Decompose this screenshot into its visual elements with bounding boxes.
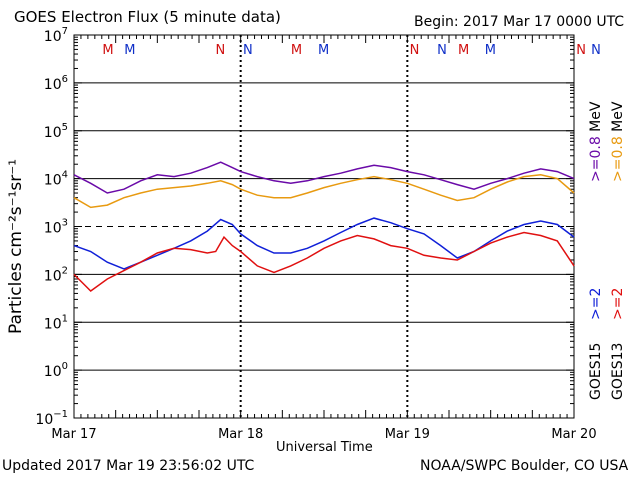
series-line-2 bbox=[73, 174, 575, 209]
midnight-marker: N bbox=[437, 43, 447, 58]
y-tick-label: 106 bbox=[44, 74, 68, 93]
y-tick-label: 104 bbox=[44, 170, 68, 189]
midnight-marker: N bbox=[410, 43, 420, 58]
series-line-3 bbox=[73, 217, 575, 270]
midnight-marker: M bbox=[318, 43, 329, 58]
series-line-1 bbox=[73, 161, 575, 194]
midnight-marker: M bbox=[124, 43, 135, 58]
midnight-marker: N bbox=[591, 43, 601, 58]
y-tick-label: 103 bbox=[44, 218, 68, 237]
credit-text: NOAA/SWPC Boulder, CO USA bbox=[420, 458, 629, 474]
y-tick-label: 101 bbox=[44, 313, 68, 332]
x-tick-label: Mar 18 bbox=[218, 427, 263, 442]
y-tick-label: 107 bbox=[44, 26, 68, 45]
chart-title: GOES Electron Flux (5 minute data) bbox=[14, 8, 281, 26]
series-line-4 bbox=[73, 231, 575, 292]
updated-timestamp: Updated 2017 Mar 19 23:56:02 UTC bbox=[2, 458, 255, 474]
right-label: >=2 bbox=[588, 288, 604, 320]
midnight-marker: M bbox=[291, 43, 302, 58]
midnight-marker: M bbox=[485, 43, 496, 58]
midnight-marker: M bbox=[102, 43, 113, 58]
y-tick-label: 10−1 bbox=[35, 409, 68, 428]
midnight-marker: N bbox=[576, 43, 586, 58]
x-axis-label: Universal Time bbox=[276, 440, 373, 455]
y-tick-label: 100 bbox=[44, 361, 68, 380]
x-tick-label: Mar 17 bbox=[51, 427, 96, 442]
midnight-marker: N bbox=[215, 43, 225, 58]
x-tick-label: Mar 19 bbox=[385, 427, 430, 442]
right-label: >=0.8 MeV bbox=[588, 101, 604, 182]
midnight-marker: N bbox=[243, 43, 253, 58]
plot-frame bbox=[73, 34, 575, 419]
midnight-marker: M bbox=[458, 43, 469, 58]
y-tick-label: 102 bbox=[44, 265, 68, 284]
right-label: GOES15 bbox=[588, 343, 604, 400]
right-label: >=2 bbox=[610, 288, 626, 320]
right-label: GOES13 bbox=[610, 343, 626, 400]
begin-time: Begin: 2017 Mar 17 0000 UTC bbox=[414, 14, 625, 30]
right-label: >=0.8 MeV bbox=[610, 101, 626, 182]
y-tick-label: 105 bbox=[44, 122, 68, 141]
x-tick-label: Mar 20 bbox=[551, 427, 596, 442]
